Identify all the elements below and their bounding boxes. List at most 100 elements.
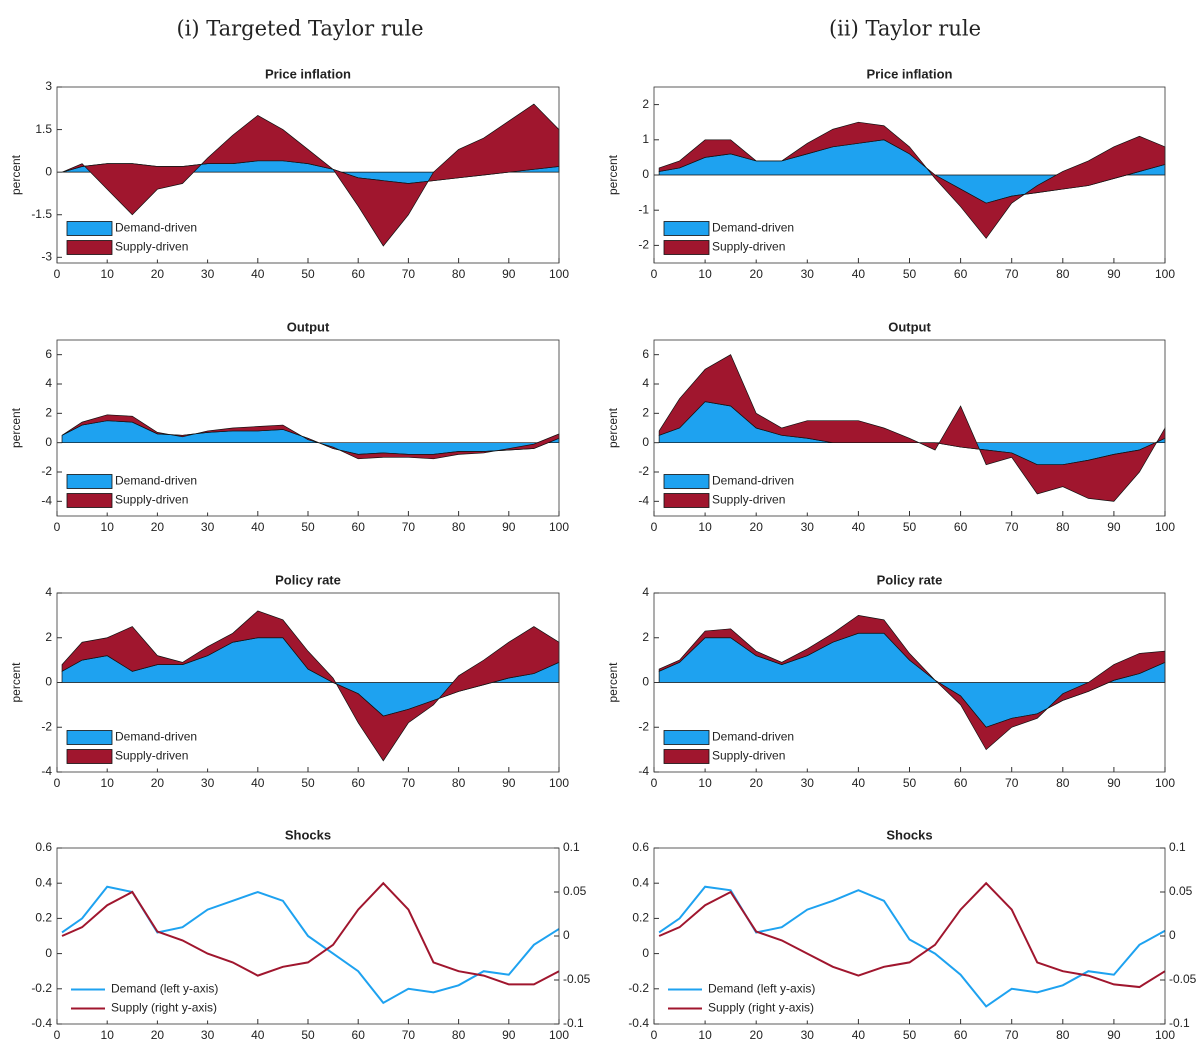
x-tick-label: 10 (698, 1028, 712, 1042)
legend-label: Demand-driven (115, 221, 197, 235)
x-tick-label: 100 (1155, 267, 1175, 281)
x-tick-label: 100 (549, 1028, 569, 1042)
axes-box (653, 592, 1166, 773)
x-tick-label: 10 (101, 1028, 115, 1042)
axes-box (653, 86, 1166, 264)
legend-swatch (66, 730, 113, 745)
y-tick-label: 4 (45, 585, 52, 599)
x-tick-label: 70 (1005, 267, 1019, 281)
y-tick-label: 2 (642, 630, 649, 644)
x-tick-label: 20 (151, 267, 165, 281)
y-tick-label: 0.2 (35, 911, 52, 925)
y-tick-label: -2 (638, 719, 649, 733)
x-tick-label: 0 (54, 776, 61, 790)
x-tick-label: 40 (852, 776, 866, 790)
x-tick-label: 20 (750, 267, 764, 281)
x-tick-label: 90 (502, 520, 516, 534)
x-tick-label: 80 (1056, 267, 1070, 281)
y-tick-label: 0 (45, 946, 52, 960)
y-tick-label: 0.6 (35, 840, 52, 854)
x-tick-label: 0 (54, 267, 61, 281)
y-tick-label: -1.5 (31, 207, 52, 221)
x-tick-label: 50 (903, 776, 917, 790)
x-tick-label: 40 (852, 520, 866, 534)
x-tick-label: 10 (101, 776, 115, 790)
legend-label: Supply (right y-axis) (111, 1001, 217, 1015)
line (61, 881, 560, 986)
legend-swatch (66, 749, 113, 764)
y-tick-label: -2 (41, 719, 52, 733)
y-tick-label: -1 (638, 202, 649, 216)
x-tick-label: 0 (54, 520, 61, 534)
x-tick-label: 90 (502, 267, 516, 281)
legend-label: Demand (left y-axis) (708, 982, 815, 996)
legend-swatch (66, 240, 113, 255)
x-tick-label: 90 (502, 1028, 516, 1042)
x-tick-label: 50 (903, 520, 917, 534)
y-tick-label: -4 (41, 764, 52, 778)
y2-tick-label: -0.05 (1169, 972, 1197, 986)
x-tick-label: 20 (151, 1028, 165, 1042)
x-tick-label: 100 (1155, 1028, 1175, 1042)
x-tick-label: 40 (852, 267, 866, 281)
x-tick-label: 20 (151, 520, 165, 534)
x-tick-label: 30 (201, 520, 215, 534)
axes-box (56, 339, 560, 517)
panel-title: Output (287, 319, 330, 334)
y-tick-label: -2 (638, 238, 649, 252)
x-tick-label: 20 (750, 776, 764, 790)
y-tick-label: 6 (45, 347, 52, 361)
line (658, 881, 1166, 989)
y-tick-label: 0 (45, 435, 52, 449)
y-tick-label: -0.2 (628, 981, 649, 995)
x-tick-label: 40 (251, 1028, 265, 1042)
y-tick-label: 0.4 (632, 875, 649, 889)
y2-tick-label: -0.1 (1169, 1016, 1190, 1030)
x-tick-label: 20 (750, 1028, 764, 1042)
x-tick-label: 60 (954, 1028, 968, 1042)
x-tick-label: 70 (1005, 520, 1019, 534)
legend-label: Demand (left y-axis) (111, 982, 218, 996)
legend-label: Demand-driven (712, 730, 794, 744)
x-tick-label: 100 (1155, 776, 1175, 790)
x-tick-label: 30 (801, 1028, 815, 1042)
legend-box (661, 977, 838, 1021)
x-tick-label: 10 (698, 267, 712, 281)
x-tick-label: 0 (651, 776, 658, 790)
legend-label: Supply-driven (115, 749, 188, 763)
y-tick-label: 4 (642, 376, 649, 390)
y-tick-label: 2 (642, 406, 649, 420)
y2-tick-label: -0.1 (563, 1016, 584, 1030)
x-tick-label: 50 (903, 1028, 917, 1042)
x-tick-label: 70 (402, 267, 416, 281)
x-tick-label: 40 (251, 267, 265, 281)
x-tick-label: 80 (452, 1028, 466, 1042)
x-tick-label: 30 (201, 776, 215, 790)
y-tick-label: -2 (41, 464, 52, 478)
y-tick-label: 2 (45, 406, 52, 420)
legend-label: Demand-driven (712, 221, 794, 235)
legend-swatch (663, 474, 710, 489)
axes-box (653, 847, 1166, 1025)
column-title: (ii) Taylor rule (829, 17, 981, 41)
y-axis-label: percent (9, 407, 23, 448)
y-tick-label: 0.4 (35, 875, 52, 889)
x-tick-label: 40 (852, 1028, 866, 1042)
x-tick-label: 80 (452, 520, 466, 534)
x-tick-label: 50 (301, 520, 315, 534)
x-tick-label: 30 (801, 267, 815, 281)
y-tick-label: 0 (642, 435, 649, 449)
y-tick-label: 2 (642, 97, 649, 111)
y-tick-label: 2 (45, 630, 52, 644)
x-tick-label: 60 (352, 520, 366, 534)
x-tick-label: 70 (402, 1028, 416, 1042)
legend-swatch (66, 493, 113, 508)
y-axis-label: percent (606, 407, 620, 448)
y-tick-label: -4 (41, 494, 52, 508)
y-tick-label: -2 (638, 464, 649, 478)
axes-box (56, 847, 560, 1025)
x-tick-label: 70 (1005, 776, 1019, 790)
x-tick-label: 60 (352, 1028, 366, 1042)
legend-swatch (663, 221, 710, 236)
